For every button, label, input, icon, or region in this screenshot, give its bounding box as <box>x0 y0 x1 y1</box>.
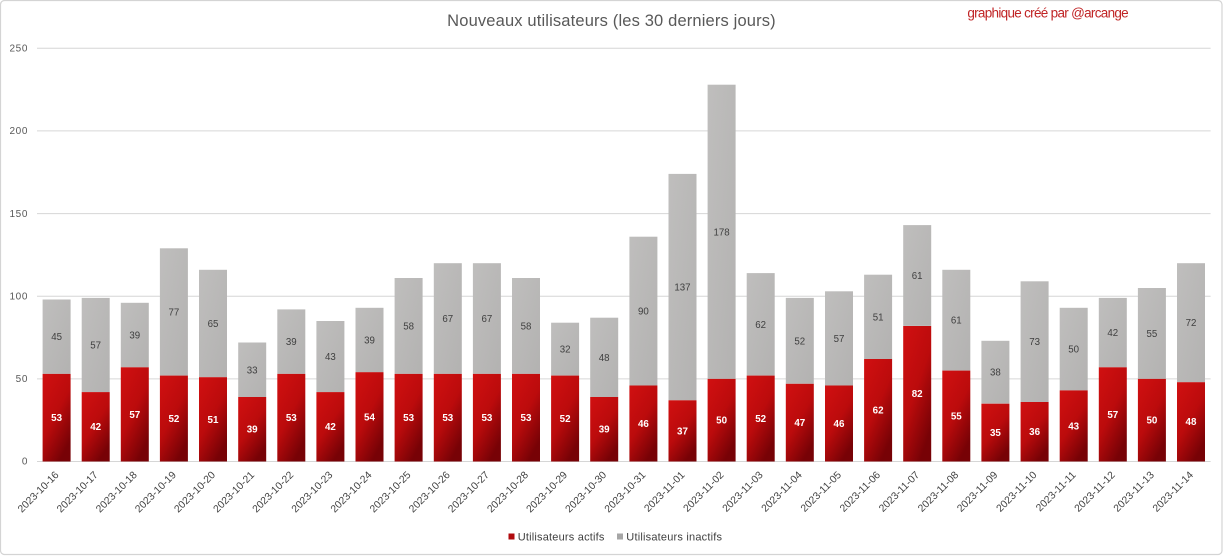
svg-text:178: 178 <box>714 227 730 238</box>
svg-text:82: 82 <box>912 389 923 400</box>
svg-text:33: 33 <box>247 365 258 376</box>
svg-text:0: 0 <box>22 457 28 468</box>
svg-text:38: 38 <box>990 368 1001 379</box>
svg-text:36: 36 <box>1029 427 1040 438</box>
svg-text:58: 58 <box>403 322 414 333</box>
svg-text:52: 52 <box>755 414 766 425</box>
svg-text:61: 61 <box>951 316 962 327</box>
svg-text:50: 50 <box>16 374 28 385</box>
svg-text:54: 54 <box>364 412 375 423</box>
svg-text:90: 90 <box>638 307 649 318</box>
svg-text:67: 67 <box>482 314 493 325</box>
svg-text:47: 47 <box>794 418 805 429</box>
svg-text:58: 58 <box>521 322 532 333</box>
svg-text:35: 35 <box>990 428 1001 439</box>
svg-text:200: 200 <box>10 126 29 137</box>
svg-text:37: 37 <box>677 426 688 437</box>
svg-text:Utilisateurs actifs: Utilisateurs actifs <box>518 532 605 544</box>
svg-text:32: 32 <box>560 345 571 356</box>
svg-text:53: 53 <box>403 413 414 424</box>
svg-text:50: 50 <box>1068 345 1079 356</box>
svg-text:67: 67 <box>442 314 453 325</box>
svg-text:53: 53 <box>521 413 532 424</box>
svg-text:53: 53 <box>481 413 492 424</box>
svg-text:52: 52 <box>560 414 571 425</box>
svg-text:65: 65 <box>208 319 219 330</box>
svg-text:Utilisateurs inactifs: Utilisateurs inactifs <box>626 532 722 544</box>
svg-text:48: 48 <box>599 353 610 364</box>
svg-text:57: 57 <box>1107 410 1118 421</box>
svg-text:42: 42 <box>325 422 336 433</box>
svg-text:250: 250 <box>10 44 29 55</box>
svg-text:73: 73 <box>1029 337 1040 348</box>
svg-text:53: 53 <box>51 413 62 424</box>
svg-text:39: 39 <box>286 337 297 348</box>
svg-text:39: 39 <box>364 336 375 347</box>
svg-text:45: 45 <box>51 332 62 343</box>
svg-text:55: 55 <box>951 411 962 422</box>
svg-text:50: 50 <box>716 416 727 427</box>
svg-text:43: 43 <box>1068 421 1079 432</box>
svg-text:57: 57 <box>834 334 845 345</box>
svg-text:62: 62 <box>755 320 766 331</box>
svg-text:57: 57 <box>90 341 101 352</box>
svg-text:48: 48 <box>1186 417 1197 428</box>
svg-text:72: 72 <box>1186 318 1197 329</box>
svg-text:53: 53 <box>442 413 453 424</box>
svg-text:39: 39 <box>599 425 610 436</box>
svg-text:39: 39 <box>129 331 140 342</box>
svg-text:39: 39 <box>247 425 258 436</box>
svg-text:57: 57 <box>129 410 140 421</box>
svg-text:100: 100 <box>10 291 29 302</box>
svg-text:52: 52 <box>168 414 179 425</box>
svg-text:46: 46 <box>638 419 649 430</box>
svg-text:150: 150 <box>10 209 29 220</box>
svg-text:51: 51 <box>208 415 219 426</box>
svg-text:61: 61 <box>912 271 923 282</box>
svg-text:55: 55 <box>1147 329 1158 340</box>
svg-text:42: 42 <box>90 422 101 433</box>
svg-text:52: 52 <box>794 336 805 347</box>
svg-text:46: 46 <box>834 419 845 430</box>
svg-text:62: 62 <box>873 406 884 417</box>
svg-text:137: 137 <box>674 283 690 294</box>
svg-text:graphique créé par @arcange: graphique créé par @arcange <box>967 6 1128 21</box>
svg-text:Nouveaux utilisateurs (les 30: Nouveaux utilisateurs (les 30 derniers j… <box>447 12 776 30</box>
svg-text:42: 42 <box>1107 328 1118 339</box>
svg-text:50: 50 <box>1146 416 1157 427</box>
svg-text:53: 53 <box>286 413 297 424</box>
svg-text:43: 43 <box>325 352 336 363</box>
svg-text:77: 77 <box>169 307 180 318</box>
svg-text:51: 51 <box>873 312 884 323</box>
